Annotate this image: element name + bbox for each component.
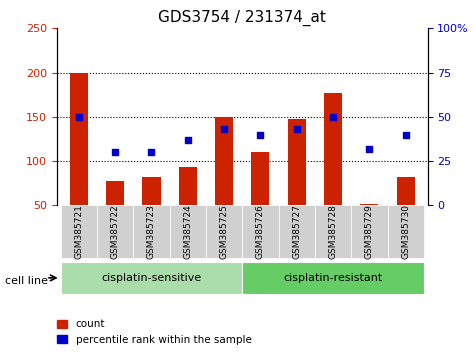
Text: GSM385727: GSM385727 xyxy=(292,204,301,259)
Point xyxy=(111,149,119,155)
Text: GSM385730: GSM385730 xyxy=(401,204,410,259)
FancyBboxPatch shape xyxy=(170,205,206,258)
FancyBboxPatch shape xyxy=(315,205,351,258)
FancyBboxPatch shape xyxy=(61,262,242,294)
Bar xyxy=(361,204,379,205)
Text: GSM385729: GSM385729 xyxy=(365,204,374,259)
Bar xyxy=(70,73,88,205)
Point xyxy=(293,126,301,132)
Text: GSM385721: GSM385721 xyxy=(74,204,83,259)
Point xyxy=(184,137,191,143)
FancyBboxPatch shape xyxy=(61,205,97,258)
Bar xyxy=(106,181,124,205)
Bar xyxy=(397,177,415,205)
Point xyxy=(366,146,373,152)
FancyBboxPatch shape xyxy=(206,205,242,258)
Text: cisplatin-sensitive: cisplatin-sensitive xyxy=(101,273,201,283)
FancyBboxPatch shape xyxy=(388,205,424,258)
FancyBboxPatch shape xyxy=(278,205,315,258)
Title: GDS3754 / 231374_at: GDS3754 / 231374_at xyxy=(158,9,326,25)
FancyBboxPatch shape xyxy=(351,205,388,258)
Point xyxy=(220,126,228,132)
Legend: count, percentile rank within the sample: count, percentile rank within the sample xyxy=(53,315,256,349)
Point xyxy=(148,149,155,155)
Point xyxy=(256,132,264,137)
Text: GSM385722: GSM385722 xyxy=(111,205,120,259)
Text: GSM385728: GSM385728 xyxy=(329,204,338,259)
Bar xyxy=(251,152,269,205)
Text: cisplatin-resistant: cisplatin-resistant xyxy=(284,273,383,283)
Text: GSM385725: GSM385725 xyxy=(219,204,228,259)
FancyBboxPatch shape xyxy=(242,205,278,258)
Bar xyxy=(142,177,161,205)
Text: GSM385726: GSM385726 xyxy=(256,204,265,259)
FancyBboxPatch shape xyxy=(242,262,424,294)
Text: GSM385723: GSM385723 xyxy=(147,204,156,259)
Bar xyxy=(288,120,306,205)
Bar xyxy=(179,167,197,205)
Point xyxy=(329,114,337,120)
Bar xyxy=(324,93,342,205)
Point xyxy=(75,114,83,120)
Point xyxy=(402,132,409,137)
Text: cell line: cell line xyxy=(5,276,48,286)
Text: GSM385724: GSM385724 xyxy=(183,205,192,259)
FancyBboxPatch shape xyxy=(97,205,133,258)
FancyBboxPatch shape xyxy=(133,205,170,258)
Bar xyxy=(215,117,233,205)
